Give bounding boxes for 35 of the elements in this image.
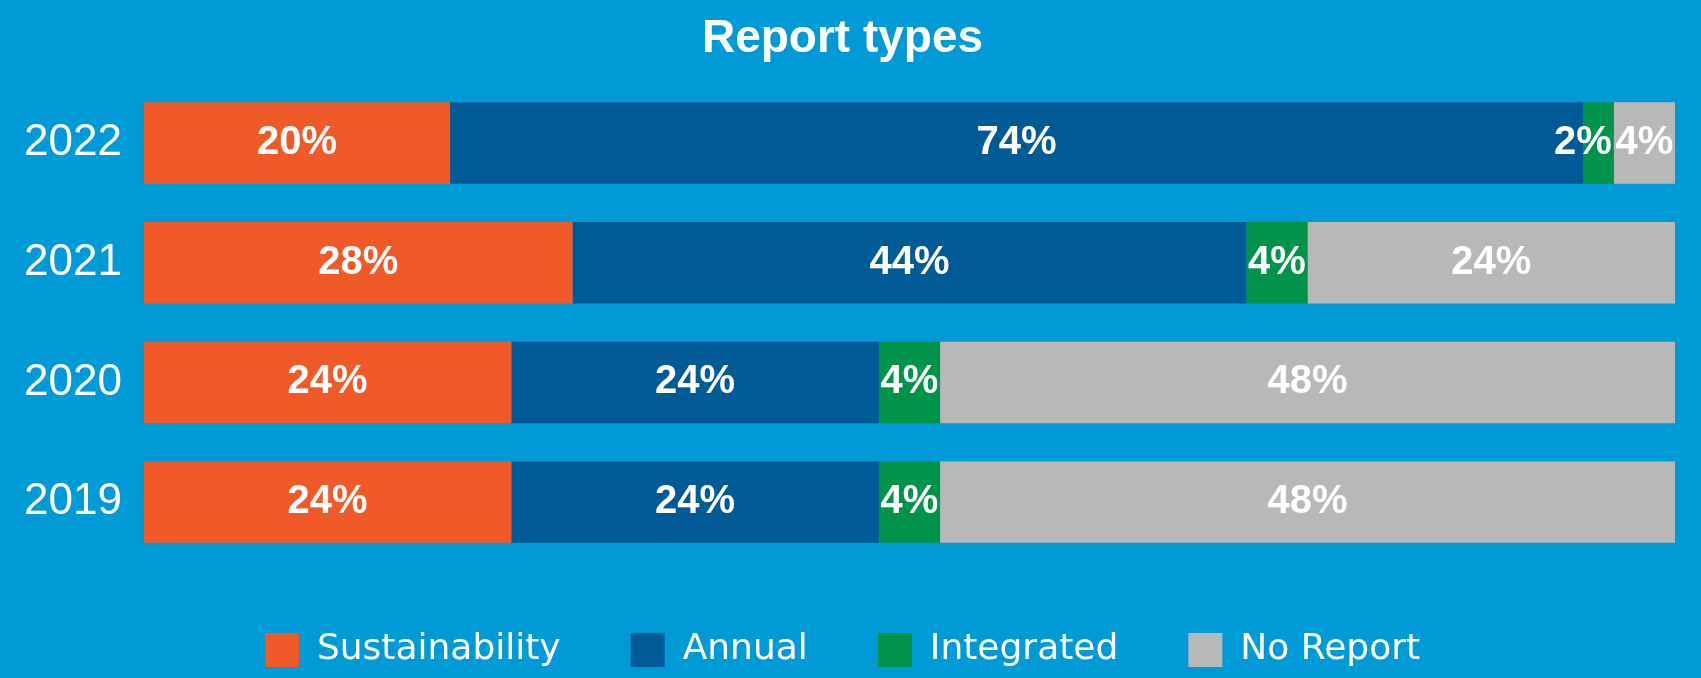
bar	[940, 461, 1675, 543]
y-tick-label: 2021	[23, 234, 122, 284]
bar	[511, 461, 879, 543]
bar	[940, 341, 1675, 424]
y-tick-label: 2020	[23, 354, 122, 404]
data-label: 28%	[318, 237, 399, 282]
data-label: 74%	[976, 118, 1057, 163]
data-label: 44%	[869, 237, 950, 282]
data-label: 24%	[287, 477, 368, 522]
bar	[572, 222, 1247, 304]
y-tick-label: 2019	[23, 474, 122, 524]
data-label: 4%	[1248, 237, 1306, 282]
bar	[1307, 222, 1675, 304]
data-label: 24%	[1451, 237, 1532, 282]
data-label: 4%	[1615, 118, 1674, 163]
y-tick-label: 2022	[23, 115, 122, 165]
legend-label: Integrated	[929, 626, 1119, 668]
legend-label: No Report	[1240, 626, 1421, 668]
bar	[143, 102, 451, 184]
data-label: 2%	[1553, 118, 1612, 163]
data-label: 4%	[880, 477, 939, 522]
data-label: 48%	[1267, 477, 1348, 522]
bar	[143, 222, 573, 304]
data-label: 24%	[655, 477, 736, 522]
data-label: 20%	[256, 118, 338, 163]
bar	[143, 461, 512, 543]
legend-label: Sustainability	[316, 626, 561, 668]
bar	[143, 341, 512, 424]
data-label: 4%	[880, 357, 939, 402]
data-label: 48%	[1267, 357, 1348, 402]
data-label: 24%	[287, 357, 368, 402]
data-label: 24%	[655, 357, 736, 402]
legend-label: Annual	[682, 626, 808, 668]
bar	[511, 341, 879, 424]
chart-title: Report types	[701, 10, 984, 63]
